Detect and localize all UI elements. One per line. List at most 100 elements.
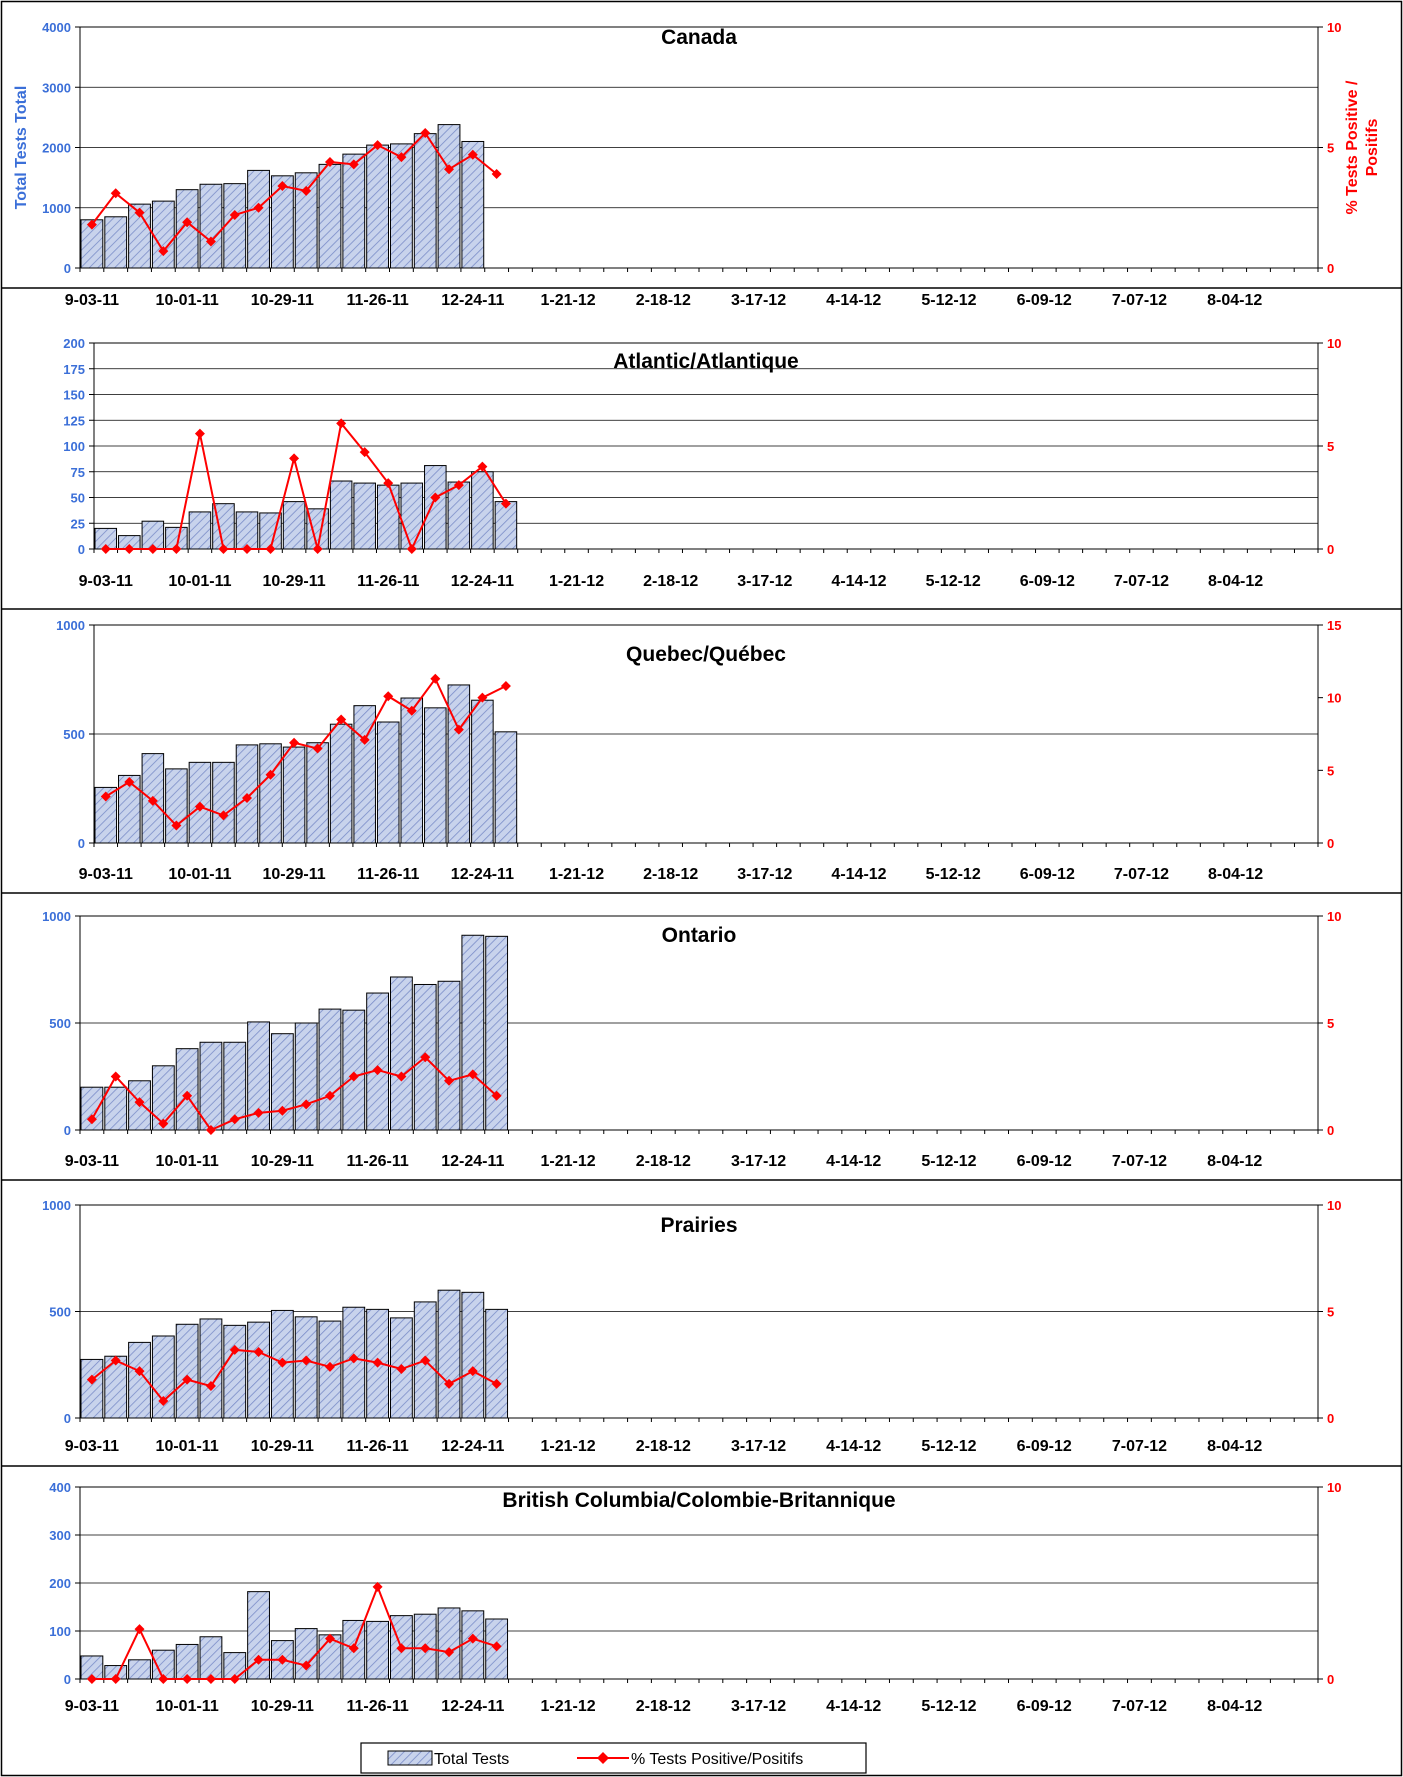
panel-title: Canada	[661, 26, 737, 49]
right-tick-label: 0	[1327, 1123, 1334, 1138]
left-tick-label: 2000	[42, 141, 71, 156]
line-point	[134, 1624, 145, 1635]
line-point	[86, 1114, 97, 1125]
x-tick-label: 9-03-11	[65, 292, 119, 309]
line-point	[348, 1643, 359, 1654]
bar	[294, 1316, 318, 1419]
line-series	[105, 676, 507, 827]
bar	[282, 501, 306, 550]
right-tick-label: 5	[1327, 1305, 1334, 1320]
panel-title: Ontario	[662, 924, 737, 947]
line-point	[359, 447, 370, 458]
line-point	[453, 480, 464, 491]
line-point	[218, 544, 229, 554]
legend-line-marker	[597, 1752, 609, 1764]
x-tick-label: 10-29-11	[251, 292, 314, 309]
line-point	[265, 769, 276, 780]
x-tick-label: 6-09-12	[1017, 1698, 1072, 1715]
line-point	[396, 1071, 407, 1082]
line-point	[301, 185, 312, 196]
line-point	[277, 1654, 288, 1665]
left-tick-label: 25	[71, 516, 85, 531]
bar	[199, 1041, 223, 1131]
x-tick-label: 2-18-12	[636, 1698, 691, 1715]
x-tick-label: 1-21-12	[540, 292, 595, 309]
line-point	[86, 1674, 97, 1684]
right-tick-label: 10	[1327, 1198, 1341, 1213]
x-tick-label: 2-18-12	[636, 292, 691, 309]
line-point	[229, 209, 240, 220]
bar	[485, 1308, 509, 1419]
bar	[151, 200, 175, 269]
panel-title: Quebec/Québec	[626, 643, 786, 666]
line-point	[477, 692, 488, 703]
x-tick-label: 11-26-11	[357, 573, 419, 590]
line-point	[171, 820, 182, 831]
x-tick-label: 2-18-12	[643, 573, 698, 590]
x-tick-label: 1-21-12	[540, 1153, 595, 1170]
line-point	[324, 1361, 335, 1372]
x-tick-label: 3-17-12	[737, 866, 792, 883]
bar	[270, 175, 294, 269]
bar	[94, 786, 118, 844]
line-point	[336, 418, 347, 429]
left-tick-label: 400	[49, 1480, 71, 1495]
y-axis-label: Total Tests Total	[13, 86, 30, 210]
x-tick-label: 6-09-12	[1020, 573, 1075, 590]
left-tick-label: 100	[63, 439, 85, 454]
x-tick-label: 8-04-12	[1208, 573, 1263, 590]
bar	[461, 934, 485, 1131]
left-tick-label: 0	[64, 1672, 71, 1687]
left-tick-label: 1000	[42, 909, 71, 924]
line-point	[430, 492, 441, 503]
bar	[318, 1008, 342, 1131]
bar	[461, 140, 485, 269]
x-tick-label: 5-12-12	[921, 292, 976, 309]
line-point	[158, 1395, 169, 1406]
x-tick-label: 6-09-12	[1020, 866, 1075, 883]
right-tick-label: 0	[1327, 836, 1334, 851]
line-point	[194, 801, 205, 812]
legend-bar-swatch	[387, 1750, 433, 1766]
bar	[342, 1009, 366, 1131]
x-tick-label: 12-24-11	[441, 1698, 504, 1715]
line-point	[134, 1366, 145, 1377]
x-tick-label: 11-26-11	[346, 1438, 408, 1455]
bar	[247, 1591, 270, 1680]
x-tick-label: 1-21-12	[549, 573, 604, 590]
legend-bars-label: Total Tests	[434, 1751, 509, 1768]
legend: Total Tests % Tests Positive/Positifs	[360, 1742, 867, 1774]
bar	[471, 699, 494, 844]
bar	[294, 172, 318, 269]
bar	[424, 465, 447, 550]
left-tick-label: 1000	[42, 201, 71, 216]
panel-title: British Columbia/Colombie-Britannique	[502, 1489, 895, 1512]
line-point	[491, 1378, 502, 1389]
x-tick-label: 11-26-11	[357, 866, 419, 883]
line-point	[430, 673, 441, 684]
bar	[353, 705, 376, 844]
line-series	[91, 1348, 498, 1403]
bar	[223, 1324, 247, 1419]
right-tick-label: 15	[1327, 618, 1341, 633]
x-tick-label: 5-12-12	[926, 573, 981, 590]
x-tick-label: 10-29-11	[251, 1698, 314, 1715]
line-point	[110, 1355, 121, 1366]
x-tick-label: 7-07-12	[1112, 1438, 1167, 1455]
line-point	[182, 1090, 193, 1101]
x-tick-label: 12-24-11	[441, 1438, 504, 1455]
line-point	[182, 1674, 193, 1684]
line-point	[420, 1355, 431, 1366]
x-tick-label: 11-26-11	[346, 1698, 408, 1715]
line-point	[205, 1125, 216, 1135]
x-tick-label: 7-07-12	[1114, 866, 1169, 883]
x-tick-label: 1-21-12	[549, 866, 604, 883]
left-tick-label: 500	[49, 1305, 71, 1320]
x-tick-label: 2-18-12	[636, 1153, 691, 1170]
line-point	[134, 207, 145, 218]
bar	[390, 976, 413, 1131]
right-tick-label: 10	[1327, 336, 1341, 351]
line-series	[91, 131, 498, 253]
line-point	[205, 1674, 216, 1684]
